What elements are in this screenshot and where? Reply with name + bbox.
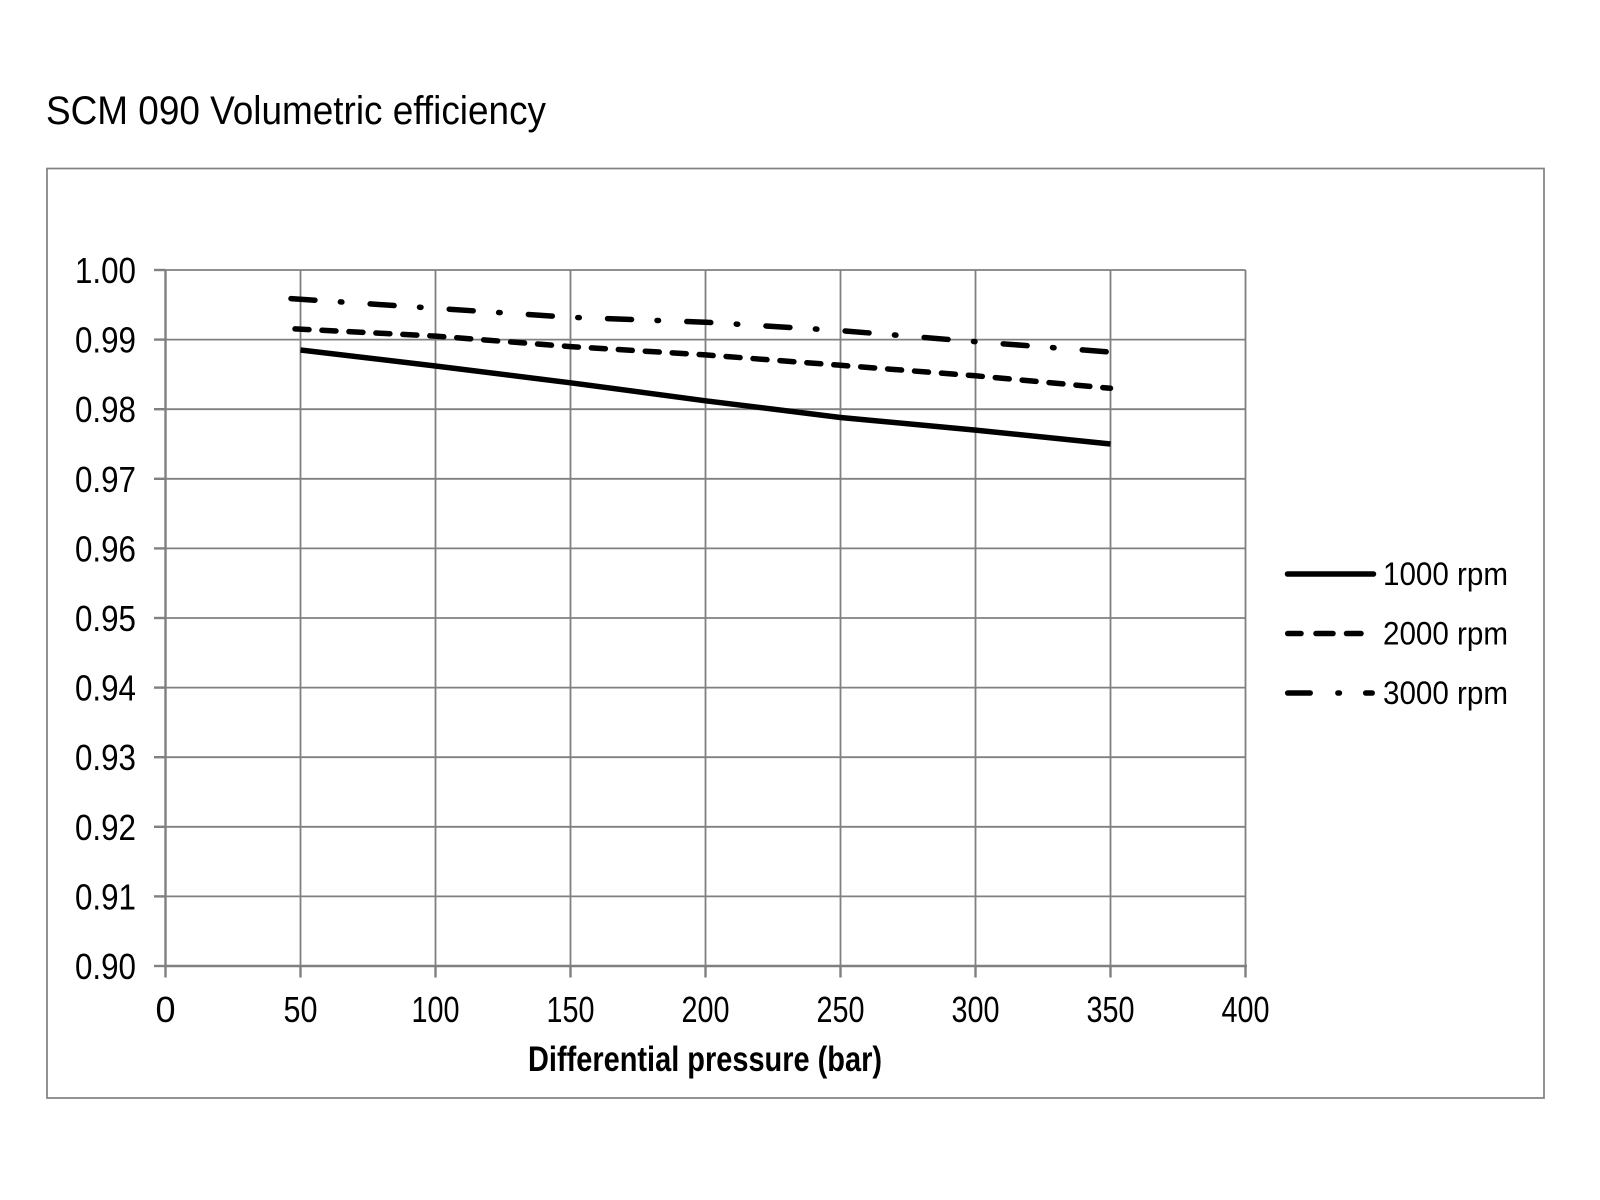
svg-text:0.92: 0.92: [75, 807, 136, 848]
svg-text:0.95: 0.95: [75, 598, 136, 639]
svg-text:250: 250: [817, 989, 865, 1030]
svg-text:100: 100: [412, 989, 460, 1030]
svg-text:350: 350: [1087, 989, 1135, 1030]
svg-text:150: 150: [547, 989, 595, 1030]
svg-text:400: 400: [1222, 989, 1270, 1030]
svg-text:1000 rpm: 1000 rpm: [1383, 556, 1508, 592]
svg-text:0.90: 0.90: [75, 946, 136, 987]
svg-text:2000 rpm: 2000 rpm: [1383, 616, 1508, 652]
svg-text:200: 200: [682, 989, 730, 1030]
svg-text:0.98: 0.98: [75, 389, 136, 430]
svg-text:SCM 090 Volumetric efficiency: SCM 090 Volumetric efficiency: [46, 89, 546, 133]
svg-text:Differential pressure (bar): Differential pressure (bar): [528, 1040, 882, 1079]
svg-text:0.91: 0.91: [75, 876, 136, 917]
svg-text:1.00: 1.00: [75, 250, 136, 291]
svg-text:0: 0: [155, 989, 175, 1030]
svg-text:300: 300: [952, 989, 1000, 1030]
svg-text:0.97: 0.97: [75, 459, 136, 500]
svg-text:0.93: 0.93: [75, 737, 136, 778]
svg-text:0.94: 0.94: [75, 668, 136, 709]
svg-text:0.96: 0.96: [75, 528, 136, 569]
svg-text:3000 rpm: 3000 rpm: [1383, 675, 1508, 711]
svg-text:0.99: 0.99: [75, 320, 136, 361]
svg-text:50: 50: [284, 989, 318, 1030]
